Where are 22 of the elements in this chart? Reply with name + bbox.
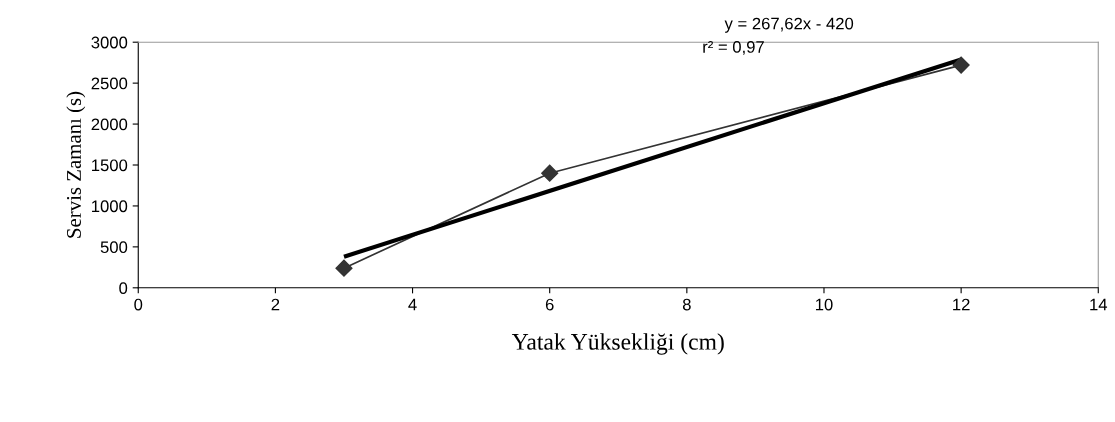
x-tick-label: 2 <box>271 298 280 311</box>
point <box>541 164 559 182</box>
point <box>952 56 970 74</box>
y-tick-label: 2500 <box>91 77 128 90</box>
y-tick-label: 1000 <box>92 200 128 213</box>
y-axis-title: Servis Zamanı (s) <box>66 91 86 238</box>
x-tick-label: 10 <box>815 298 833 311</box>
x-tick-label: 14 <box>1090 298 1108 311</box>
y-tick-label: 500 <box>100 241 128 254</box>
annotation: r² = 0,97 <box>703 41 764 55</box>
x-tick-label: 8 <box>682 298 691 311</box>
y-tick-label: 1500 <box>92 159 128 172</box>
x-tick-label: 0 <box>134 298 143 311</box>
x-axis-title: Yatak Yüksekliği (cm) <box>511 333 724 355</box>
y-tick-label: 0 <box>119 282 128 295</box>
text: y = 267,62x - 420 <box>724 17 854 33</box>
point <box>335 259 353 277</box>
y-tick-label: 3000 <box>91 36 128 49</box>
x-tick-label: 12 <box>953 298 970 311</box>
y-tick-label: 2000 <box>91 118 128 131</box>
x-tick-label: 4 <box>408 298 417 311</box>
x-tick-label: 6 <box>545 298 554 311</box>
